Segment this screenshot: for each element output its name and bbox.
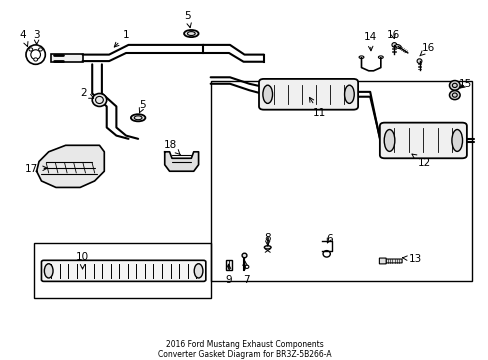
Ellipse shape xyxy=(344,85,353,103)
Text: 2: 2 xyxy=(81,89,93,99)
Text: 1: 1 xyxy=(114,30,129,47)
Text: 5: 5 xyxy=(139,100,146,113)
Polygon shape xyxy=(164,152,198,171)
FancyBboxPatch shape xyxy=(51,54,82,62)
FancyBboxPatch shape xyxy=(379,123,466,158)
Text: 2016 Ford Mustang Exhaust Components
Converter Gasket Diagram for BR3Z-5B266-A: 2016 Ford Mustang Exhaust Components Con… xyxy=(157,340,331,359)
Text: 18: 18 xyxy=(163,140,180,155)
Text: 15: 15 xyxy=(458,79,471,89)
FancyBboxPatch shape xyxy=(379,258,386,264)
Text: 3: 3 xyxy=(33,30,40,44)
FancyBboxPatch shape xyxy=(41,260,205,282)
Text: 17: 17 xyxy=(25,164,47,174)
Text: 14: 14 xyxy=(363,32,376,51)
Ellipse shape xyxy=(448,91,459,100)
Ellipse shape xyxy=(394,45,400,49)
Text: 12: 12 xyxy=(411,154,430,168)
Ellipse shape xyxy=(92,94,106,107)
Text: 4: 4 xyxy=(20,30,28,46)
Ellipse shape xyxy=(34,58,38,61)
Text: 16: 16 xyxy=(419,43,434,56)
Text: 10: 10 xyxy=(76,252,89,269)
Ellipse shape xyxy=(131,114,145,121)
Ellipse shape xyxy=(44,264,53,278)
Ellipse shape xyxy=(391,42,396,47)
FancyBboxPatch shape xyxy=(259,79,357,110)
Ellipse shape xyxy=(29,48,33,51)
FancyBboxPatch shape xyxy=(225,260,232,270)
Ellipse shape xyxy=(416,59,421,63)
FancyBboxPatch shape xyxy=(384,259,401,263)
Ellipse shape xyxy=(448,81,459,90)
Polygon shape xyxy=(37,145,104,188)
Ellipse shape xyxy=(451,130,462,152)
Text: 11: 11 xyxy=(309,98,325,118)
Text: 16: 16 xyxy=(386,30,399,40)
Text: 13: 13 xyxy=(402,254,421,264)
Ellipse shape xyxy=(183,30,198,37)
Text: 8: 8 xyxy=(264,233,270,246)
Ellipse shape xyxy=(264,246,270,249)
Ellipse shape xyxy=(242,253,246,258)
Text: 5: 5 xyxy=(184,11,191,28)
Text: 7: 7 xyxy=(242,261,249,285)
Text: 6: 6 xyxy=(325,234,332,244)
Ellipse shape xyxy=(263,85,272,103)
Text: 9: 9 xyxy=(225,264,231,285)
Ellipse shape xyxy=(194,264,203,278)
Ellipse shape xyxy=(384,130,394,152)
Ellipse shape xyxy=(39,48,42,51)
